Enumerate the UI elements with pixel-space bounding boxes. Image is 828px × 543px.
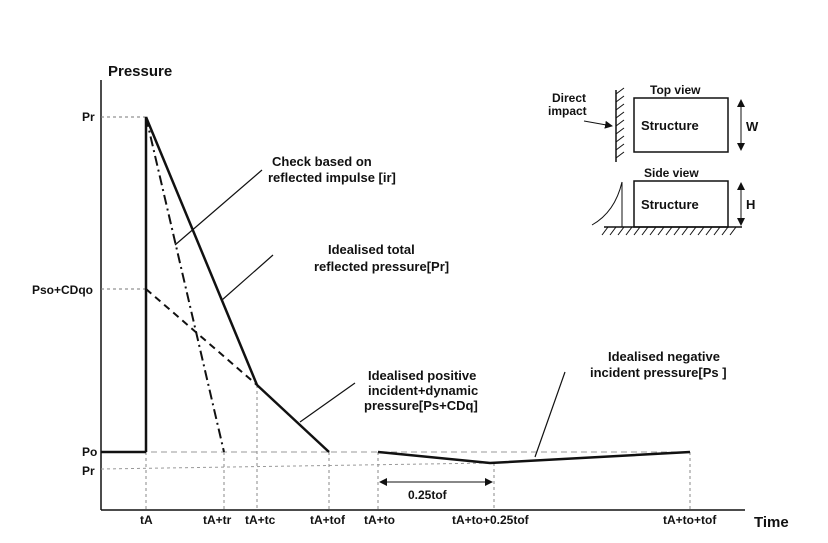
annot-positive-2: incident+dynamic [368, 383, 478, 398]
direct-impact-1: Direct [552, 91, 586, 105]
xtick-ta: tA [140, 513, 153, 527]
annot-positive-3: pressure[Ps+CDq] [364, 398, 478, 413]
annot-check-2: reflected impulse [ir] [268, 170, 396, 185]
ytick-pso-cdqo: Pso+CDqo [32, 283, 93, 297]
inset-side-view: Side view Structure H [591, 166, 755, 236]
leader-check [174, 169, 263, 246]
annot-total-2: reflected pressure[Pr] [314, 259, 449, 274]
xtick-ta-to-tof: tA+to+tof [663, 513, 717, 527]
total-reflected-line [144, 116, 259, 386]
w-label: W [746, 119, 759, 134]
xtick-ta-to: tA+to [364, 513, 395, 527]
blast-wave-curve [591, 181, 623, 226]
xtick-ta-to-025tof: tA+to+0.25tof [452, 513, 530, 527]
impulse-check-line [145, 116, 225, 453]
annot-positive-1: Idealised positive [368, 368, 476, 383]
direct-impact-2: impact [548, 104, 587, 118]
annot-check-1: Check based on [272, 154, 372, 169]
top-view-label: Top view [650, 83, 701, 97]
side-structure-label: Structure [641, 197, 699, 212]
top-structure-box [633, 97, 729, 153]
top-structure-label: Structure [641, 118, 699, 133]
annot-negative-2: incident pressure[Ps ] [590, 365, 727, 380]
leader-total [221, 254, 274, 301]
reflected-tail-line [256, 384, 330, 453]
x-axis-label: Time [754, 514, 789, 531]
xtick-ta-tr: tA+tr [203, 513, 232, 527]
pr-neg-ref-line [100, 462, 491, 470]
dim-025tof-label: 0.25tof [408, 488, 448, 502]
xtick-ta-tof: tA+tof [310, 513, 346, 527]
negative-phase-line [377, 450, 691, 465]
positive-incident-line [145, 288, 258, 386]
annot-negative-1: Idealised negative [608, 349, 720, 364]
h-label: H [746, 197, 755, 212]
ytick-pr-neg: Pr [82, 464, 95, 478]
side-view-label: Side view [644, 166, 699, 180]
inset-top-view: Direct impact Top view Structure W [548, 83, 759, 162]
xtick-ta-tc: tA+tc [245, 513, 276, 527]
y-axis-label: Pressure [108, 63, 172, 80]
ytick-pr: Pr [82, 110, 95, 124]
leader-negative [534, 371, 566, 458]
side-structure-box [633, 180, 729, 228]
ytick-po: Po [82, 445, 97, 459]
leader-positive [299, 382, 356, 423]
impact-arrow [583, 120, 613, 129]
annot-total-1: Idealised total [328, 242, 415, 257]
